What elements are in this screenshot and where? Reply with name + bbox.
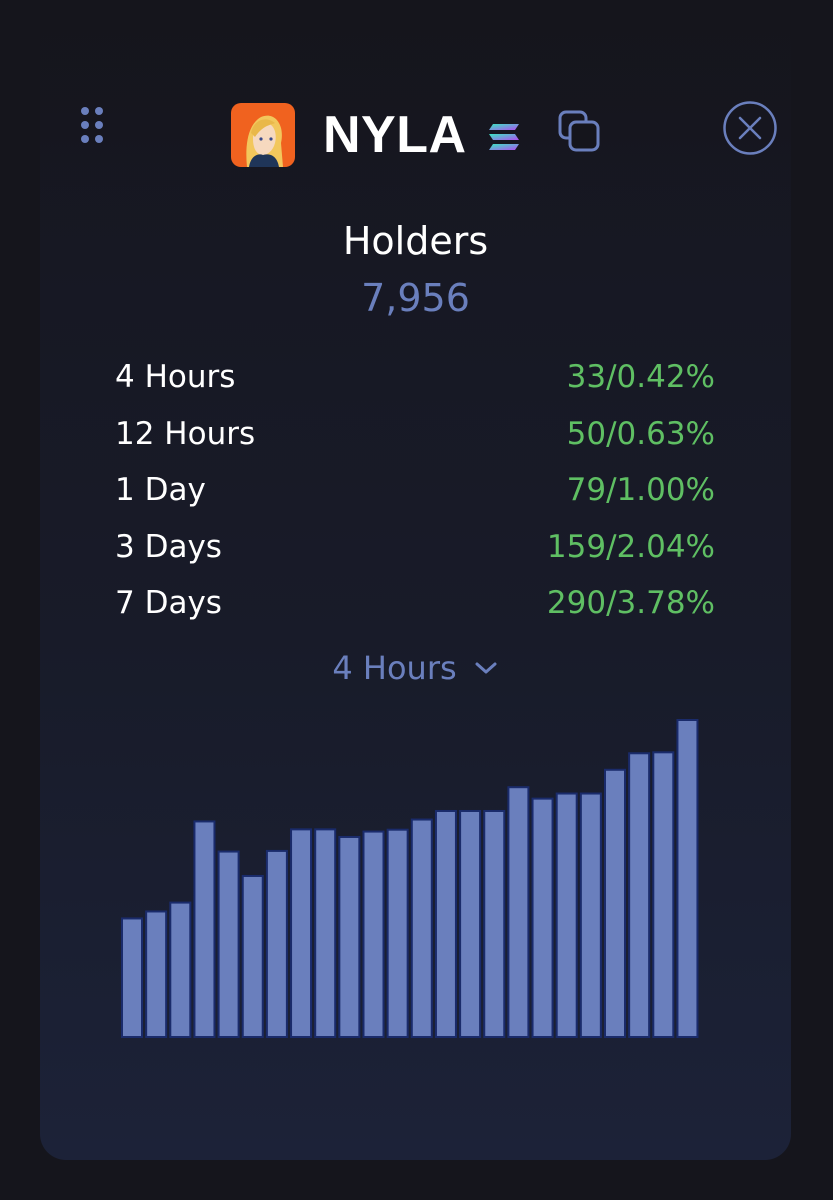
panel-top-fade [40, 0, 791, 210]
holders-title: Holders [342, 219, 489, 263]
chart-bar[interactable] [434, 809, 457, 1039]
drag-handle-icon[interactable] [80, 106, 108, 148]
period-dropdown[interactable]: 4 Hours [40, 646, 791, 690]
chart-bar[interactable] [338, 835, 361, 1038]
stat-row: 3 Days 159/2.04% [115, 519, 715, 576]
stat-row: 12 Hours 50/0.63% [115, 406, 715, 463]
chart-bar[interactable] [290, 828, 313, 1038]
chart-bar[interactable] [604, 768, 626, 1039]
stat-row: 4 Hours 33/0.42% [115, 349, 715, 406]
chart-bar[interactable] [121, 917, 143, 1038]
stat-value: 50/0.63% [566, 415, 715, 452]
chevron-down-icon [473, 660, 499, 676]
token-header: NYLA [231, 102, 521, 168]
copy-icon[interactable] [556, 108, 602, 154]
holder-change-stats: 4 Hours 33/0.42% 12 Hours 50/0.63% 1 Day… [115, 349, 715, 632]
chart-bar[interactable] [314, 828, 337, 1038]
chart-bar[interactable] [507, 786, 530, 1038]
chart-bar[interactable] [241, 874, 264, 1038]
chart-bar[interactable] [483, 809, 506, 1039]
chart-bar[interactable] [531, 797, 554, 1039]
period-selected-label: 4 Hours [332, 649, 457, 687]
chart-bar[interactable] [265, 849, 288, 1038]
token-avatar [231, 103, 295, 167]
chart-bar[interactable] [145, 910, 168, 1038]
stat-row: 1 Day 79/1.00% [115, 462, 715, 519]
chart-bar[interactable] [459, 809, 482, 1039]
chart-bar[interactable] [579, 792, 602, 1039]
stat-label: 3 Days [115, 528, 222, 565]
solana-icon [487, 122, 521, 152]
stat-value: 79/1.00% [566, 472, 715, 509]
stat-label: 12 Hours [115, 415, 256, 452]
stat-label: 1 Day [115, 472, 206, 509]
chart-bar[interactable] [193, 820, 216, 1038]
stat-value: 290/3.78% [546, 585, 715, 622]
chart-bar[interactable] [410, 818, 433, 1039]
chart-bar[interactable] [555, 792, 578, 1039]
chart-bar[interactable] [386, 828, 409, 1038]
holders-bar-chart [121, 719, 699, 1039]
stat-row: 7 Days 290/3.78% [115, 575, 715, 632]
stat-label: 7 Days [115, 585, 222, 622]
chart-bar[interactable] [362, 830, 385, 1038]
chart-bar[interactable] [169, 901, 192, 1038]
stat-value: 33/0.42% [566, 359, 715, 396]
chart-bar[interactable] [676, 719, 699, 1038]
holders-count: 7,956 [361, 276, 470, 320]
chart-bar[interactable] [628, 752, 651, 1038]
chart-bar[interactable] [652, 751, 675, 1039]
close-button[interactable] [722, 100, 778, 156]
stat-value: 159/2.04% [546, 528, 715, 565]
stat-label: 4 Hours [115, 359, 236, 396]
chart-bar[interactable] [217, 850, 240, 1038]
token-name: NYLA [323, 106, 467, 164]
